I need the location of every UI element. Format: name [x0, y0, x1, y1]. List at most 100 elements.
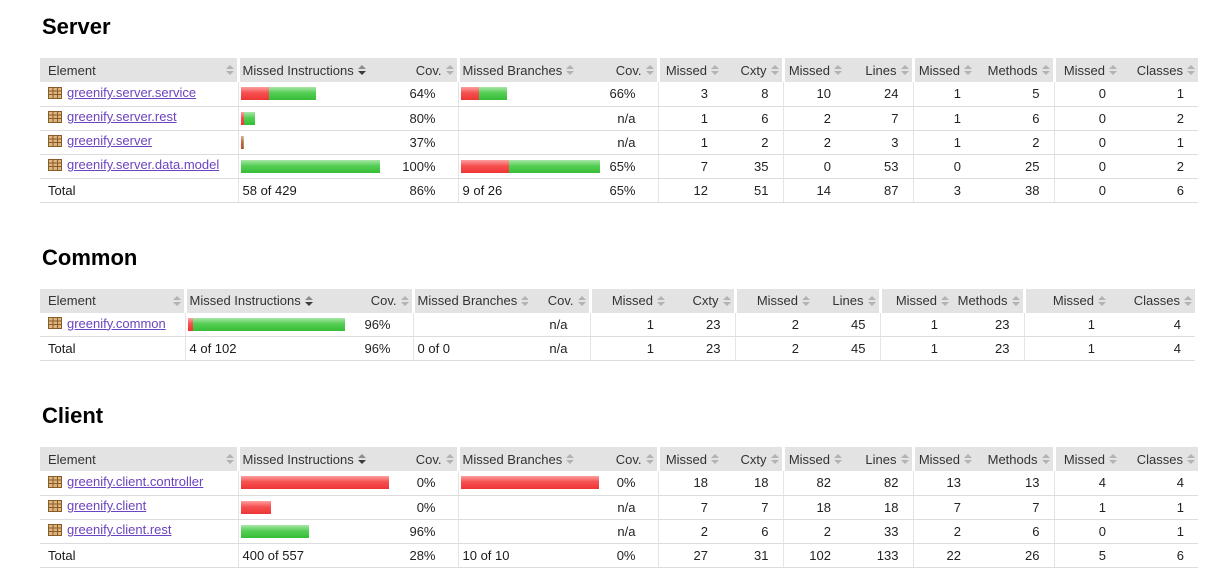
package-link[interactable]: greenify.server.service	[67, 85, 197, 100]
total-complexity-cell: 23	[668, 336, 735, 361]
column-header-element-0[interactable]: Element	[40, 58, 238, 82]
column-header-missed-instructions-1[interactable]: Missed Instructions	[183, 288, 352, 313]
column-header-cov--4[interactable]: Cov.	[528, 288, 590, 313]
total-missed-methods-cell: 22	[912, 543, 975, 568]
sort-icon	[566, 454, 575, 464]
column-header-missed-branches-3[interactable]: Missed Branches	[456, 447, 600, 471]
column-header-missed-11[interactable]: Missed	[1022, 288, 1109, 313]
column-header-cov--4[interactable]: Cov.	[600, 447, 658, 471]
branches-coverage-pct: n/a	[600, 130, 658, 155]
column-header-classes-12[interactable]: Classes	[1120, 58, 1198, 82]
total-missed-classes-cell: 5	[1053, 543, 1120, 568]
missed-complexity-cell: 1	[589, 312, 668, 337]
column-header-missed-instructions-1[interactable]: Missed Instructions	[236, 58, 390, 82]
column-header-missed-9[interactable]: Missed	[911, 447, 975, 471]
column-header-missed-branches-3[interactable]: Missed Branches	[456, 58, 600, 82]
column-label: Missed	[788, 451, 830, 467]
column-header-methods-10[interactable]: Methods	[975, 447, 1054, 471]
column-header-missed-instructions-1[interactable]: Missed Instructions	[236, 447, 390, 471]
complexity-cell: 18	[722, 471, 783, 496]
column-label: Missed	[918, 62, 960, 78]
column-header-element-0[interactable]: Element	[40, 447, 238, 471]
column-header-methods-10[interactable]: Methods	[975, 58, 1054, 82]
total-missed-lines-cell: 14	[782, 178, 845, 203]
column-label: Missed	[788, 62, 830, 78]
missed-bar-segment	[240, 87, 269, 101]
branches-coverage-pct: n/a	[600, 519, 658, 544]
column-header-missed-11[interactable]: Missed	[1052, 58, 1120, 82]
instructions-coverage-cell	[237, 82, 390, 107]
column-header-missed-5[interactable]: Missed	[656, 447, 722, 471]
column-header-missed-11[interactable]: Missed	[1052, 447, 1120, 471]
column-label: Missed	[1063, 451, 1105, 467]
column-header-element-0[interactable]: Element	[40, 288, 185, 313]
column-header-cxty-6[interactable]: Cxty	[722, 58, 783, 82]
column-header-cov--2[interactable]: Cov.	[352, 288, 413, 313]
column-header-lines-8[interactable]: Lines	[845, 447, 913, 471]
sort-icon	[770, 65, 779, 75]
column-header-classes-12[interactable]: Classes	[1109, 288, 1195, 313]
column-header-cov--2[interactable]: Cov.	[390, 447, 458, 471]
package-row: greenify.server.data.model 100% 65% 7 35 0 53 0…	[40, 154, 1198, 179]
missed-classes-cell: 0	[1053, 82, 1120, 107]
missed-bar-segment	[240, 500, 271, 514]
table-header-row: Element Missed Instructions Cov. Missed Bra…	[40, 288, 1195, 313]
column-label: Classes	[1133, 293, 1180, 308]
missed-complexity-cell: 3	[657, 82, 722, 107]
total-instructions-cell: 58 of 429	[237, 178, 390, 203]
missed-lines-cell: 2	[782, 130, 845, 155]
total-missed-lines-cell: 2	[734, 336, 813, 361]
package-row: greenify.server 37% n/a 1 2 2 3 1 2 0 1	[40, 130, 1198, 155]
missed-complexity-cell: 2	[657, 519, 722, 544]
package-link[interactable]: greenify.server.rest	[67, 109, 177, 125]
coverage-table: Element Missed Instructions Cov. Missed Bra…	[40, 447, 1198, 568]
element-cell: greenify.common	[40, 312, 185, 337]
missed-methods-cell: 1	[912, 82, 975, 107]
covered-bar-segment	[508, 159, 600, 173]
missed-complexity-cell: 7	[657, 495, 722, 520]
sort-icon	[770, 454, 779, 464]
column-header-missed-7[interactable]: Missed	[781, 58, 845, 82]
sort-icon	[722, 295, 731, 306]
total-label-cell: Total	[40, 178, 238, 203]
missed-lines-cell: 2	[782, 106, 845, 131]
report-section-common: Common Element Missed Instructions Cov. Mis…	[40, 245, 1212, 361]
package-link[interactable]: greenify.server.data.model	[67, 157, 220, 173]
column-header-cov--4[interactable]: Cov.	[600, 58, 658, 82]
column-header-missed-5[interactable]: Missed	[588, 288, 668, 313]
column-header-missed-branches-3[interactable]: Missed Branches	[411, 288, 528, 313]
missed-lines-cell: 2	[734, 312, 813, 337]
package-link[interactable]: greenify.common	[67, 315, 166, 331]
column-header-lines-8[interactable]: Lines	[845, 58, 913, 82]
package-link[interactable]: greenify.server	[67, 133, 153, 149]
missed-bar-segment	[460, 159, 509, 173]
branches-coverage-cell	[457, 519, 600, 544]
total-missed-classes-cell: 1	[1023, 336, 1109, 361]
column-header-cov--2[interactable]: Cov.	[390, 58, 458, 82]
package-link[interactable]: greenify.client.rest	[67, 522, 172, 538]
column-label: Cov.	[415, 62, 442, 78]
column-header-missed-9[interactable]: Missed	[911, 58, 975, 82]
column-header-missed-7[interactable]: Missed	[733, 288, 813, 313]
branches-coverage-cell	[457, 154, 600, 179]
column-header-lines-8[interactable]: Lines	[813, 288, 880, 313]
package-link[interactable]: greenify.client.controller	[67, 474, 204, 489]
column-header-missed-5[interactable]: Missed	[656, 58, 722, 82]
column-header-cxty-6[interactable]: Cxty	[722, 447, 783, 471]
sort-icon	[577, 295, 586, 306]
package-row: greenify.client.rest 96% n/a 2 6 2 33 2 6 0 1	[40, 519, 1198, 544]
missed-lines-cell: 10	[782, 82, 845, 107]
column-label: Methods	[987, 62, 1038, 78]
sort-icon	[645, 454, 654, 464]
coverage-table: Element Missed Instructions Cov. Missed Bra…	[40, 288, 1195, 361]
column-label: Methods	[987, 451, 1038, 467]
column-header-missed-9[interactable]: Missed	[878, 288, 952, 313]
column-label: Lines	[865, 451, 897, 467]
package-link[interactable]: greenify.client	[67, 498, 147, 514]
column-header-classes-12[interactable]: Classes	[1120, 447, 1198, 471]
lines-cell: 45	[813, 312, 880, 337]
column-header-cxty-6[interactable]: Cxty	[668, 288, 735, 313]
column-header-missed-7[interactable]: Missed	[781, 447, 845, 471]
column-header-methods-10[interactable]: Methods	[952, 288, 1024, 313]
